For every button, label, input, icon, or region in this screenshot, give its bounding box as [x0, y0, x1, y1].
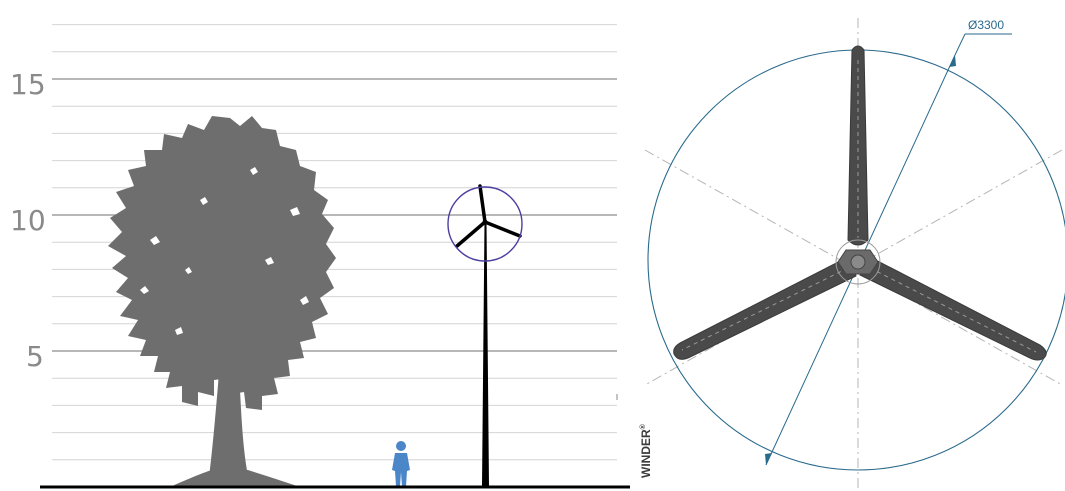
diameter-label: Ø3300 — [968, 18, 1004, 32]
blade-up — [847, 45, 869, 246]
y-tick-10: 10 — [10, 204, 46, 237]
height-scale-panel: 15 10 5 — [10, 24, 630, 489]
blade-left — [673, 255, 857, 360]
person-icon — [392, 441, 410, 486]
rotor-sweep-circle — [447, 186, 523, 262]
tree-icon — [108, 116, 336, 487]
rotor-detail-panel: Ø3300 WINDER® — [639, 18, 1065, 490]
rotor-hub — [835, 239, 881, 285]
diameter-dimension — [765, 33, 1012, 466]
brand-logo: WINDER® — [639, 423, 653, 478]
y-tick-15: 15 — [10, 68, 46, 101]
blade-right — [859, 255, 1047, 361]
wind-turbine-icon — [447, 184, 523, 486]
rotor-blades — [673, 45, 1047, 361]
y-tick-5: 5 — [26, 340, 44, 373]
